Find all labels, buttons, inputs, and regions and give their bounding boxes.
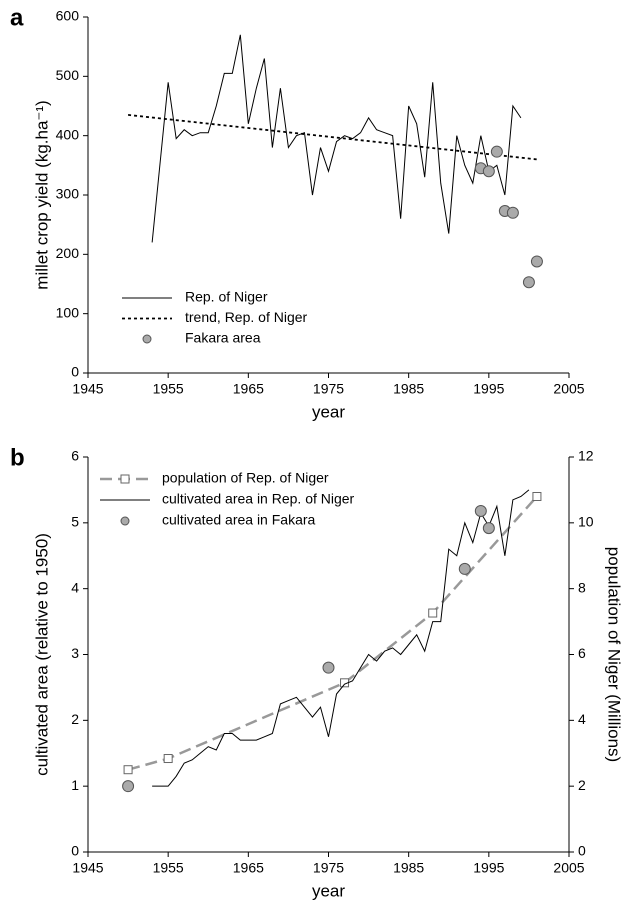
series-line (127, 495, 538, 771)
panel-label: a (10, 4, 24, 31)
y-axis-title: cultivated area (relative to 1950) (32, 533, 51, 776)
y-tick-label: 6 (71, 448, 79, 464)
y-tick-label: 0 (71, 843, 79, 859)
marker (532, 492, 542, 501)
legend-marker (120, 516, 130, 526)
legend-label: Rep. of Niger (185, 289, 268, 305)
marker (522, 276, 535, 289)
x-tick-label: 1945 (72, 381, 103, 397)
y2-axis-title: population of Niger (Millions) (605, 547, 624, 762)
x-tick-label: 1985 (393, 381, 424, 397)
y-tick-label: 3 (71, 645, 79, 661)
legend-label: cultivated area in Rep. of Niger (162, 491, 355, 507)
y-tick-label: 600 (56, 8, 80, 24)
y-tick-label: 500 (56, 67, 80, 83)
series-line (152, 489, 530, 787)
y-axis-title: millet crop yield (kg.ha⁻¹) (32, 100, 51, 289)
y2-tick-label: 6 (578, 645, 586, 661)
x-tick-label: 2005 (553, 860, 584, 876)
marker (123, 765, 133, 775)
y-tick-label: 400 (56, 126, 80, 142)
legend-label: cultivated area in Fakara (162, 512, 316, 528)
y-tick-label: 200 (56, 245, 80, 261)
x-tick-label: 1945 (72, 860, 103, 876)
marker (506, 206, 519, 219)
marker (428, 608, 438, 618)
x-tick-label: 1955 (153, 381, 184, 397)
series-line (151, 34, 522, 243)
marker (482, 522, 495, 535)
y-tick-label: 100 (56, 304, 80, 320)
panel-label: b (10, 444, 25, 471)
y-tick-label: 300 (56, 186, 80, 202)
y2-tick-label: 0 (578, 843, 586, 859)
marker (530, 255, 543, 268)
x-tick-label: 1975 (313, 860, 344, 876)
x-tick-label: 1955 (153, 860, 184, 876)
y2-tick-label: 12 (578, 448, 594, 464)
y-tick-label: 2 (71, 711, 79, 727)
marker (474, 504, 487, 517)
y2-tick-label: 2 (578, 777, 586, 793)
y-tick-label: 1 (71, 777, 79, 793)
legend-marker (142, 334, 152, 344)
x-tick-label: 2005 (553, 381, 584, 397)
marker (482, 165, 495, 178)
x-tick-label: 1965 (233, 860, 264, 876)
marker (163, 754, 173, 764)
y-tick-label: 4 (71, 579, 79, 595)
marker (458, 562, 471, 575)
x-axis-title: year (312, 881, 345, 900)
x-tick-label: 1975 (313, 381, 344, 397)
x-tick-label: 1995 (473, 381, 504, 397)
series-line (127, 114, 538, 161)
legend-label: trend, Rep. of Niger (185, 309, 308, 325)
marker (490, 145, 503, 158)
marker (322, 661, 335, 674)
x-tick-label: 1985 (393, 860, 424, 876)
y2-tick-label: 4 (578, 711, 586, 727)
y-tick-label: 5 (71, 514, 79, 530)
x-axis-title: year (312, 402, 345, 421)
y-tick-label: 0 (71, 364, 79, 380)
x-tick-label: 1995 (473, 860, 504, 876)
y2-tick-label: 8 (578, 579, 586, 595)
legend-label: population of Rep. of Niger (162, 470, 329, 486)
marker (122, 780, 135, 793)
x-tick-label: 1965 (233, 381, 264, 397)
legend-label: Fakara area (185, 330, 261, 346)
y2-tick-label: 10 (578, 514, 594, 530)
legend-marker (120, 474, 130, 484)
